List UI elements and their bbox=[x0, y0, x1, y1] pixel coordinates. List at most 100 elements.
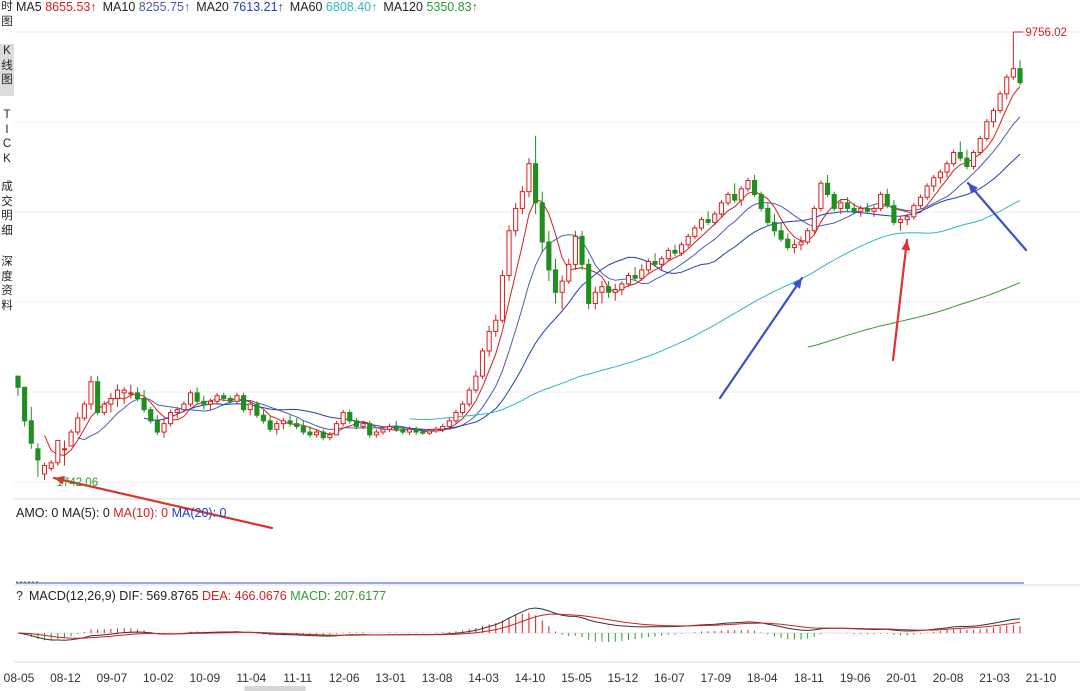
candle-body bbox=[320, 431, 326, 439]
candle-body bbox=[307, 431, 313, 436]
tab-trade-detail[interactable]: 成交明细 bbox=[1, 181, 13, 237]
candlesticks bbox=[15, 32, 1023, 480]
ma-legend-value: 5350.83↑ bbox=[426, 0, 478, 14]
amo-ma-item: MA(5): 0 bbox=[61, 506, 114, 520]
candle-body bbox=[566, 263, 572, 282]
candle-body bbox=[48, 462, 54, 469]
candle-body bbox=[413, 428, 419, 433]
ma-legend-label: MA60 bbox=[289, 0, 326, 14]
x-tick-label: 21-03 bbox=[979, 671, 1010, 685]
candle-body bbox=[931, 177, 937, 187]
candle-body bbox=[61, 448, 68, 451]
x-tick-label: 20-01 bbox=[886, 671, 917, 685]
candle-body bbox=[81, 403, 87, 419]
candle-body bbox=[194, 392, 200, 402]
candle-body bbox=[128, 392, 134, 395]
candle-body bbox=[499, 275, 505, 321]
candle-body bbox=[486, 330, 492, 352]
candle-body bbox=[68, 431, 74, 447]
candle-body bbox=[280, 420, 286, 425]
amo-legend: AMO: 0 MA(5): 0 MA(10): 0 MA(20): 0 bbox=[16, 506, 227, 520]
candle-body bbox=[758, 193, 764, 209]
candle-body bbox=[28, 420, 34, 444]
x-tick-label: 08-05 bbox=[4, 671, 35, 685]
candle-body bbox=[426, 430, 432, 434]
candle-body bbox=[15, 375, 21, 388]
candle-body bbox=[990, 110, 997, 123]
candle-body bbox=[838, 202, 844, 209]
candle-body bbox=[732, 193, 738, 201]
ma-line-ma60 bbox=[409, 200, 1021, 421]
tab-depth-data[interactable]: 深度资料 bbox=[1, 256, 13, 312]
candle-body bbox=[917, 196, 924, 207]
candle-body bbox=[214, 395, 220, 402]
candle-body bbox=[479, 350, 486, 377]
chart-grid bbox=[14, 31, 1080, 663]
macd-legend-item: DIF: 569.8765 bbox=[119, 589, 202, 603]
candle-body bbox=[977, 138, 983, 154]
candle-body bbox=[639, 269, 645, 279]
help-icon[interactable]: ? bbox=[16, 589, 23, 603]
ma-line-ma120 bbox=[807, 282, 1021, 348]
candle-body bbox=[619, 283, 625, 290]
candle-body bbox=[825, 182, 831, 195]
candle-body bbox=[181, 403, 187, 411]
candle-body bbox=[207, 400, 213, 405]
candle-body bbox=[625, 275, 632, 285]
candle-body bbox=[114, 389, 121, 399]
amo-ma-item: MA(10): 0 bbox=[113, 506, 172, 520]
x-tick-label: 11-11 bbox=[283, 671, 312, 685]
candle-body bbox=[367, 423, 373, 436]
candle-body bbox=[805, 230, 811, 243]
x-tick-label: 13-08 bbox=[422, 671, 453, 685]
candle-body bbox=[785, 238, 791, 249]
ma-legend-value: 8655.53↑ bbox=[45, 0, 97, 14]
candle-body bbox=[360, 423, 366, 427]
candle-body bbox=[187, 392, 194, 405]
candle-body bbox=[393, 425, 399, 430]
macd-dif-line bbox=[17, 607, 1021, 641]
high-price-label: 9756.02 bbox=[1025, 27, 1067, 39]
annotation-arrow-red bbox=[52, 476, 274, 530]
ma-legend-label: MA20 bbox=[196, 0, 233, 14]
candle-body bbox=[632, 275, 638, 279]
candle-body bbox=[433, 428, 439, 432]
candle-body bbox=[300, 425, 306, 433]
candle-body bbox=[287, 420, 293, 425]
ma-legend-label: MA120 bbox=[383, 0, 427, 14]
candle-body bbox=[446, 420, 452, 427]
tab-time-chart[interactable]: 时图 bbox=[1, 1, 13, 28]
horizontal-scrollbar[interactable] bbox=[244, 686, 306, 691]
x-tick-label: 15-05 bbox=[561, 671, 592, 685]
candle-body bbox=[406, 428, 413, 433]
candle-body bbox=[201, 400, 207, 405]
annotation-arrow-blue-head bbox=[792, 278, 802, 289]
x-tick-label: 18-04 bbox=[747, 671, 778, 685]
candle-body bbox=[154, 420, 160, 433]
candle-body bbox=[692, 227, 698, 237]
ma-legend-label: MA5 bbox=[16, 0, 46, 14]
x-tick-label: 12-06 bbox=[329, 671, 360, 685]
candle-body bbox=[791, 244, 797, 249]
candle-body bbox=[526, 163, 532, 193]
annotation-arrows bbox=[52, 181, 1028, 530]
candle-body bbox=[473, 375, 479, 391]
candle-body bbox=[533, 163, 539, 204]
amo-value: AMO: 0 bbox=[16, 506, 62, 520]
candle-body bbox=[818, 182, 824, 209]
candle-body bbox=[559, 280, 565, 293]
x-tick-label: 14-10 bbox=[515, 671, 546, 685]
x-tick-label: 21-10 bbox=[1026, 671, 1057, 685]
ma-legend: MA5 8655.53↑ MA10 8255.75↑ MA20 7613.21↑ MA… bbox=[16, 0, 484, 16]
macd-dea-line bbox=[17, 613, 1021, 639]
candle-body bbox=[612, 288, 618, 293]
candle-body bbox=[944, 163, 950, 173]
candle-body bbox=[911, 205, 917, 218]
candle-body bbox=[41, 465, 48, 475]
candle-body bbox=[400, 428, 406, 433]
candle-body bbox=[493, 319, 499, 332]
candle-body bbox=[1010, 68, 1016, 78]
